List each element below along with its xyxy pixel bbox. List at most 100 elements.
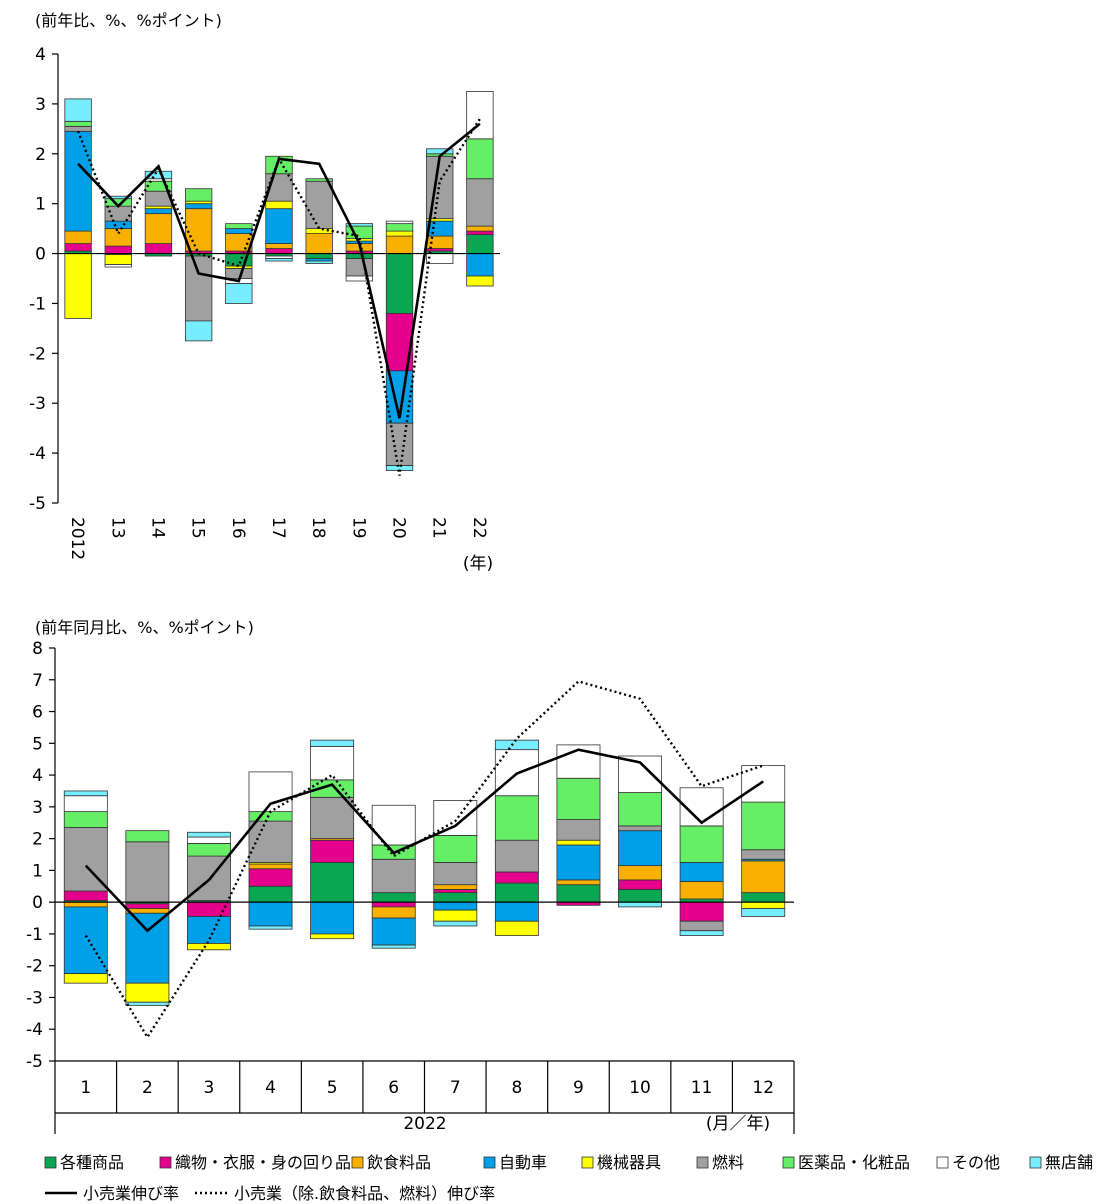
chart1-x-tick-label: 13	[107, 517, 127, 539]
chart2-bar-segment	[187, 842, 231, 857]
chart1-bar-segment	[265, 248, 293, 254]
chart2-y-tick-label: 1	[32, 861, 43, 881]
chart2-bar-segment	[63, 906, 108, 975]
chart1-bar-segment	[265, 243, 293, 249]
chart1-x-tick-label: 22	[469, 517, 489, 539]
chart1-bar-segment	[225, 223, 253, 230]
chart1-bar-segment	[64, 125, 92, 132]
chart1-bar-segment	[64, 120, 92, 127]
chart1-bar-segment	[345, 275, 374, 282]
legend-label: 自動車	[499, 1153, 547, 1172]
legend-swatch	[44, 1156, 57, 1169]
chart1-bar-segment	[385, 235, 414, 254]
chart1-y-tick-label: 1	[35, 195, 46, 215]
chart2-year-label: 2022	[403, 1114, 446, 1134]
chart1-bar-segment	[64, 243, 92, 252]
chart1-bar-segment	[426, 148, 454, 155]
chart2-x-tick-label: 5	[327, 1078, 338, 1098]
chart2-bar-segment	[618, 825, 662, 832]
chart2-bar-segment	[433, 909, 478, 922]
chart2-bar-segment	[618, 865, 662, 881]
chart2-bar-segment	[310, 839, 355, 863]
chart2-bar-segment	[310, 862, 355, 903]
chart2-bar-segment	[618, 901, 662, 908]
legend-item: その他	[936, 1153, 1000, 1172]
chart1-y-tick-label: -5	[29, 494, 46, 514]
chart2-bar-segment	[187, 916, 231, 944]
legend-label: 医薬品・化粧品	[798, 1153, 910, 1172]
chart2-bar-segment	[63, 901, 108, 908]
chart2-bar-segment	[741, 849, 786, 860]
legend-swatch	[782, 1156, 795, 1169]
chart2-y-tick-label: -5	[26, 1052, 43, 1072]
chart2-unit-label: (前年同月比、%、%ポイント)	[35, 618, 254, 637]
chart2-bar-segment	[494, 871, 539, 884]
chart2-bar-segment	[187, 831, 231, 838]
chart1-bar-segment	[184, 255, 213, 322]
chart2-bar-segment	[556, 777, 601, 820]
chart2-bar-segment	[741, 892, 786, 903]
legend-item: 織物・衣服・身の回り品	[159, 1153, 351, 1172]
legend-swatch	[581, 1156, 594, 1169]
chart2-x-tick-label: 12	[752, 1078, 774, 1098]
chart2-bar-segment	[741, 801, 786, 851]
chart2-bar-segment	[371, 944, 416, 949]
chart2-y-tick-label: 3	[32, 798, 43, 818]
chart2-bar-segment	[556, 884, 601, 903]
chart2-bar-segment	[494, 920, 539, 936]
chart2-x-tick-label: 9	[573, 1078, 584, 1098]
chart2-bar-segment	[433, 800, 478, 836]
chart2-bar-segment	[679, 862, 724, 882]
chart1-bar-segment	[466, 138, 494, 180]
chart1-bar-segment	[184, 208, 213, 252]
legend-label-total-line: 小売業伸び率	[83, 1184, 179, 1203]
chart1-bar-segment	[385, 253, 414, 314]
chart1-bar-segment	[104, 228, 132, 247]
chart2-bar-segment	[679, 920, 724, 932]
legend-label: 各種商品	[60, 1153, 124, 1172]
chart2-x-tick-label: 6	[388, 1078, 399, 1098]
legend-item: 燃料	[696, 1153, 744, 1172]
chart1-bar-segment	[184, 188, 213, 202]
legend-swatch	[351, 1156, 364, 1169]
chart2-bar-segment	[741, 765, 786, 803]
chart1-bar-segment	[265, 258, 293, 262]
chart1-bar-segment	[385, 422, 414, 466]
chart2-bar-segment	[371, 917, 416, 946]
chart2-bar-segment	[371, 804, 416, 846]
chart1-bar-segment	[426, 253, 454, 264]
chart2-bar-segment	[310, 933, 355, 940]
chart2-x-unit: (月／年)	[706, 1114, 770, 1134]
chart2-bar-segment	[310, 739, 355, 747]
legend-item: 無店舗	[1029, 1153, 1093, 1172]
chart2-bar-segment	[433, 901, 478, 911]
chart2-y-tick-label: -1	[26, 925, 43, 945]
chart2-bar-segment	[248, 868, 293, 887]
chart2-bar-segment	[63, 973, 108, 984]
chart2-y-tick-label: -2	[26, 957, 43, 977]
chart2-x-tick-label: 11	[691, 1078, 713, 1098]
chart2-bar-segment	[433, 884, 478, 890]
chart1-y-tick-label: 0	[35, 245, 46, 265]
legend-item: 飲食料品	[351, 1153, 431, 1172]
chart1-bar-segment	[144, 208, 173, 215]
legend-item: 自動車	[483, 1153, 547, 1172]
legend-item-ex-line: 小売業（除.飲食料品、燃料）伸び率	[195, 1184, 495, 1203]
chart2-y-tick-label: 8	[32, 639, 43, 659]
chart1-bar-segment	[144, 243, 173, 254]
legend-label: その他	[952, 1153, 1000, 1172]
chart1-bar-segment	[64, 230, 92, 244]
chart1-unit-label: (前年比、%、%ポイント)	[35, 11, 222, 30]
chart1-bar-segment	[466, 234, 494, 254]
chart1-x-tick-label: 16	[228, 517, 248, 539]
chart1-x-tick-label: 18	[308, 517, 328, 539]
chart1-bar-segment	[104, 205, 132, 222]
legend-swatch	[696, 1156, 709, 1169]
chart2-bar-segment	[63, 811, 108, 828]
legend-swatch	[1029, 1156, 1042, 1169]
chart1-bar-segment	[104, 254, 132, 265]
chart2-bar-segment	[679, 930, 724, 936]
chart1-y-tick-label: 3	[35, 95, 46, 115]
legend-label: 無店舗	[1045, 1153, 1093, 1172]
